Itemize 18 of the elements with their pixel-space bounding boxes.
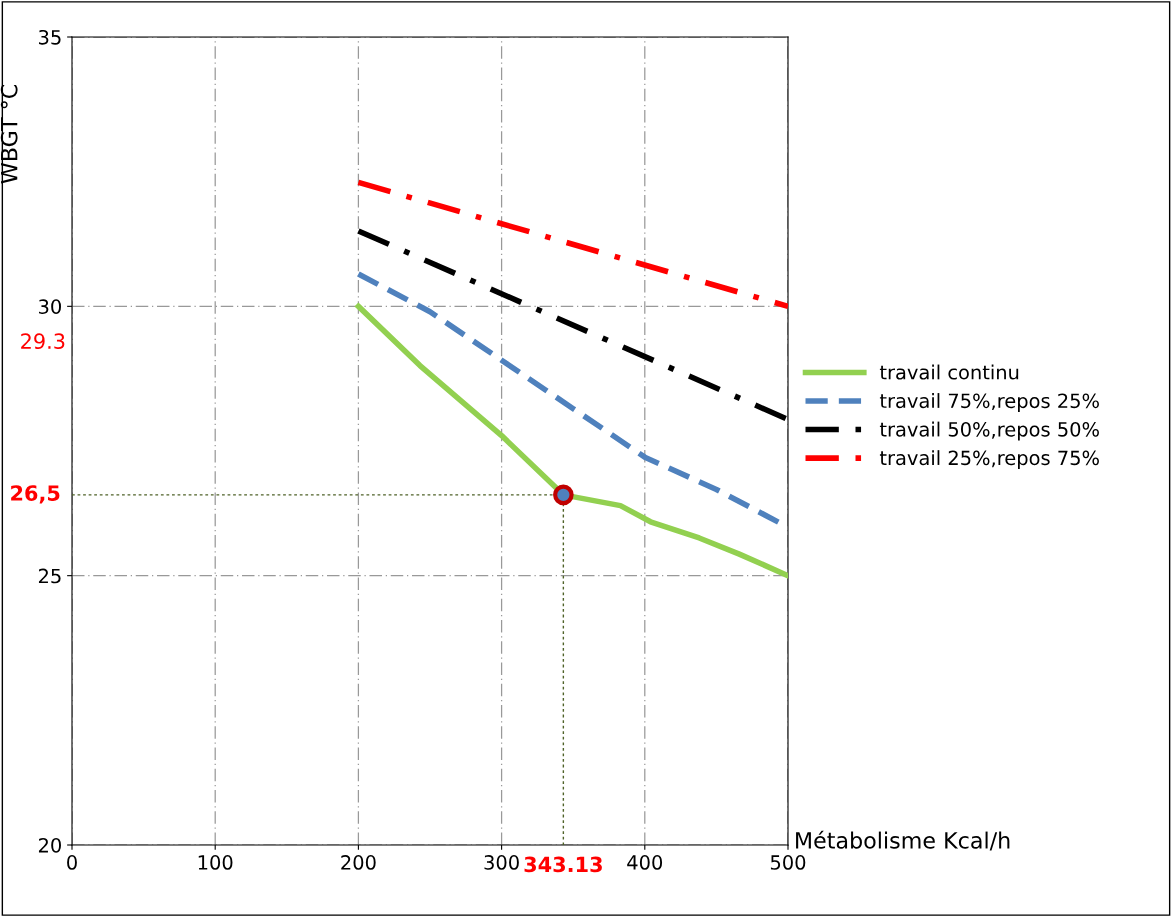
x-axis-title: Métabolisme Kcal/h — [796, 830, 1010, 851]
y-tick-label: 20 — [38, 837, 61, 853]
legend-label: travail 50%,repos 50% — [879, 421, 1099, 441]
y-tick-label: 25 — [38, 568, 61, 584]
x-tick-label: 200 — [341, 855, 376, 870]
legend-label: travail continu — [879, 364, 1019, 380]
annotation: 26,5 — [11, 485, 60, 504]
legend-label: travail 25%,repos 75% — [879, 450, 1099, 469]
x-tick-label: 300 — [484, 855, 519, 870]
x-tick-label: 0 — [67, 855, 77, 870]
x-tick-label: 400 — [627, 855, 663, 870]
y-tick-label: 35 — [39, 29, 61, 45]
x-tick-label: 100 — [198, 855, 233, 870]
annotation: 343.13 — [524, 856, 602, 873]
text: 29.3 — [21, 333, 65, 350]
legend-label: travail 75%,repos 25% — [879, 393, 1099, 412]
y-tick-label: 30 — [39, 299, 61, 314]
x-tick-label: 500 — [770, 855, 806, 870]
